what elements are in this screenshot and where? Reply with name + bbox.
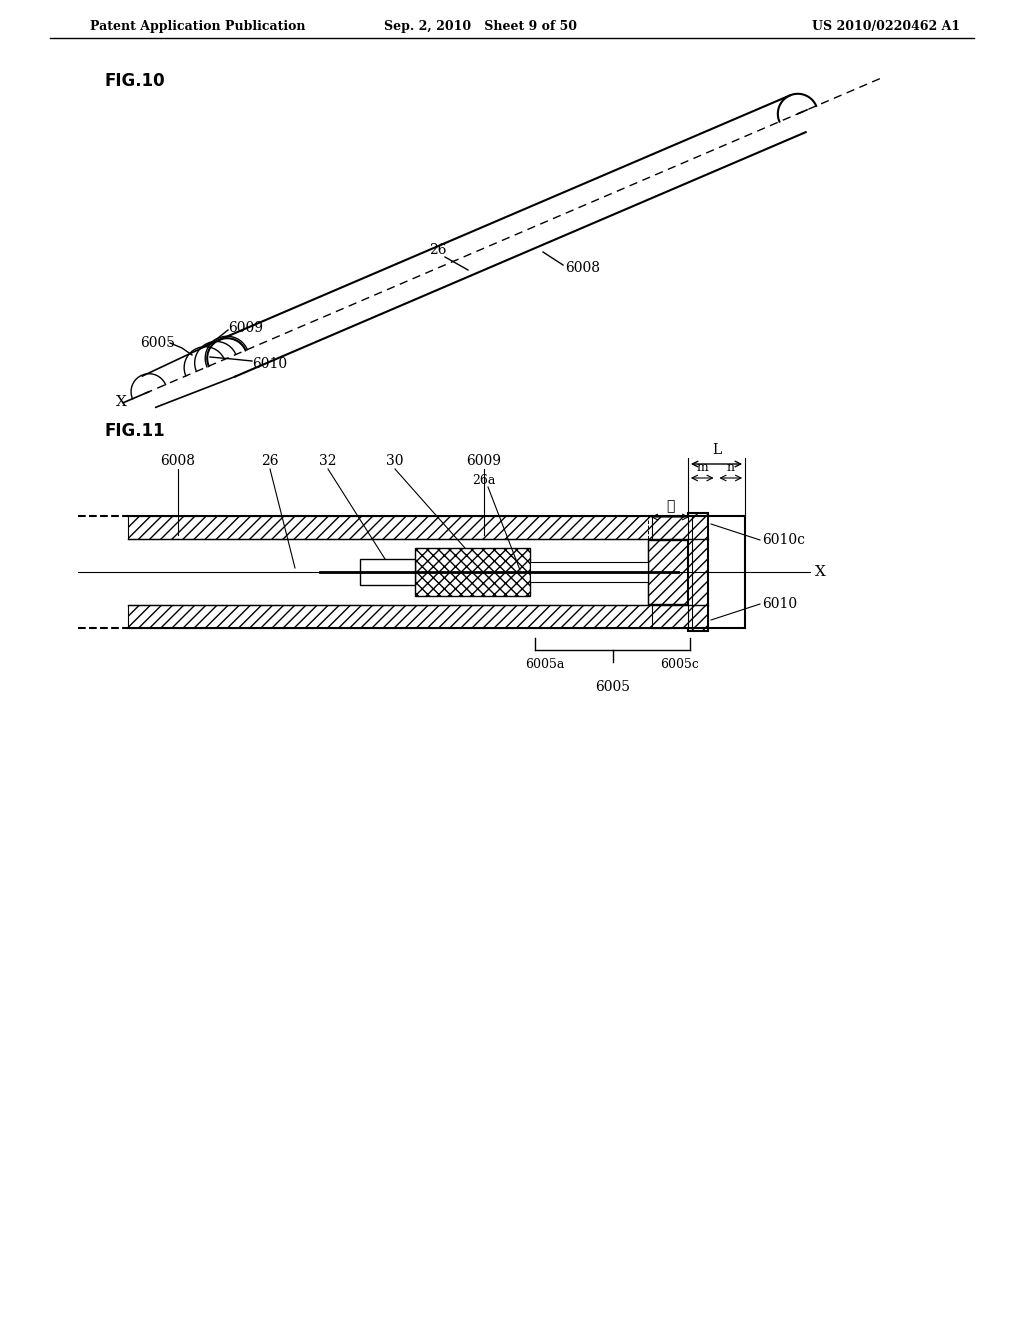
Text: 6010c: 6010c (762, 533, 805, 546)
Text: 6005a: 6005a (525, 657, 564, 671)
Bar (652, 516, 688, 539)
Bar (360, 558, 415, 585)
Bar (128, 605, 670, 628)
Bar (415, 548, 530, 597)
Text: 6005: 6005 (140, 337, 175, 350)
Text: FIG.10: FIG.10 (105, 73, 166, 90)
Text: 32: 32 (319, 454, 337, 469)
Text: m: m (696, 461, 709, 474)
Text: 6010: 6010 (762, 597, 797, 611)
Text: X: X (116, 395, 127, 408)
Text: 26: 26 (261, 454, 279, 469)
Text: 6008: 6008 (161, 454, 196, 469)
Text: 6005c: 6005c (660, 657, 699, 671)
Bar (530, 562, 648, 582)
Text: 6009: 6009 (467, 454, 502, 469)
Text: n: n (727, 461, 735, 474)
Text: 6008: 6008 (565, 261, 600, 275)
Bar (648, 540, 692, 605)
Bar (688, 513, 708, 631)
Bar (652, 605, 688, 628)
Text: US 2010/0220462 A1: US 2010/0220462 A1 (812, 20, 961, 33)
Text: Sep. 2, 2010   Sheet 9 of 50: Sep. 2, 2010 Sheet 9 of 50 (384, 20, 577, 33)
Text: L: L (712, 444, 721, 457)
Text: 6005: 6005 (595, 680, 630, 694)
Text: 6009: 6009 (228, 321, 263, 335)
Text: FIG.11: FIG.11 (105, 422, 166, 440)
Text: ℓ: ℓ (666, 499, 674, 513)
Text: 6010: 6010 (252, 356, 287, 371)
Text: X: X (815, 565, 826, 579)
Text: Patent Application Publication: Patent Application Publication (90, 20, 305, 33)
Bar (128, 516, 670, 539)
Text: 30: 30 (386, 454, 403, 469)
Text: 26: 26 (429, 243, 446, 257)
Text: 26a: 26a (472, 474, 496, 487)
